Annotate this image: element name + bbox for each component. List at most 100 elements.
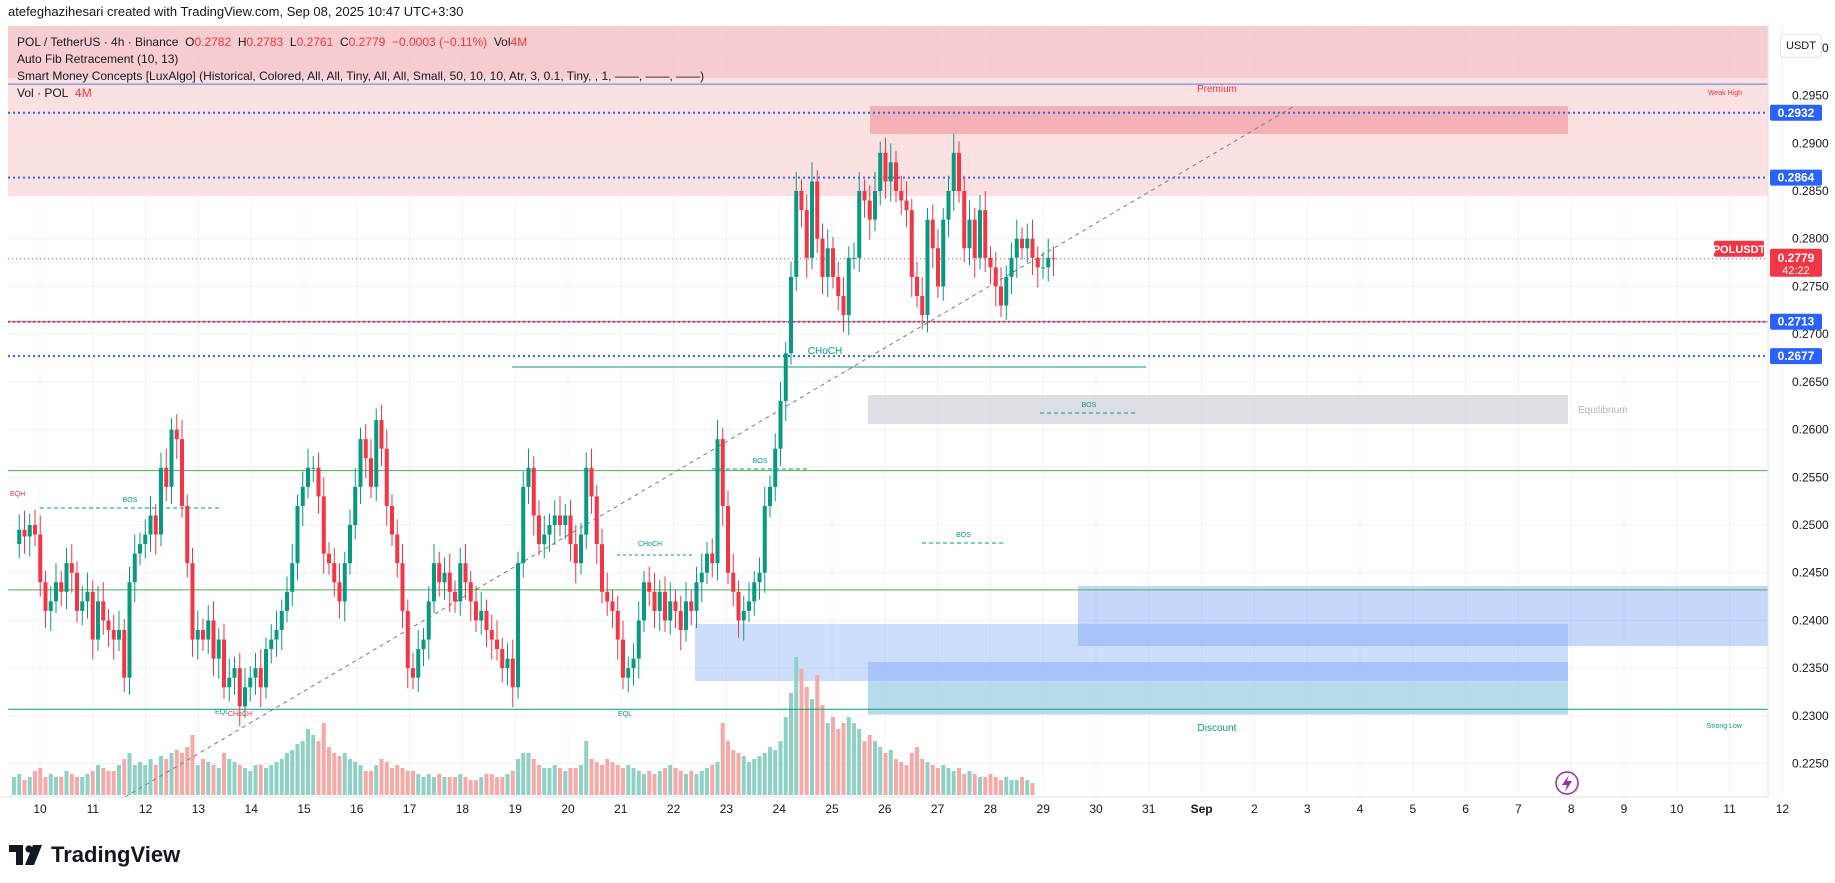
premium-zone-top bbox=[8, 26, 1768, 78]
volume-bar bbox=[1009, 780, 1014, 795]
volume-bar bbox=[631, 768, 636, 795]
candle-body bbox=[1014, 238, 1019, 258]
candle-body bbox=[694, 582, 699, 611]
x-tick-label: 2 bbox=[1251, 802, 1258, 816]
volume-bar bbox=[584, 741, 589, 795]
volume-bar bbox=[180, 753, 184, 795]
volume-bar bbox=[773, 750, 778, 795]
candle-body bbox=[878, 152, 883, 192]
y-tick-label: 0.2700 bbox=[1792, 327, 1829, 341]
premium-zone bbox=[8, 78, 1768, 196]
candle-body bbox=[783, 353, 788, 401]
volume-bar bbox=[715, 762, 720, 795]
volume-bar bbox=[568, 768, 573, 795]
indicator-fib[interactable]: Auto Fib Retracement (10, 13) bbox=[17, 52, 179, 66]
candle-body bbox=[453, 591, 457, 602]
candle-body bbox=[348, 525, 352, 564]
volume-bar bbox=[327, 747, 331, 795]
volume-bar bbox=[411, 771, 415, 795]
volume-bar bbox=[663, 768, 667, 795]
candle-body bbox=[846, 257, 851, 316]
candle-body bbox=[153, 515, 158, 535]
candle-body bbox=[699, 572, 704, 583]
candle-body bbox=[799, 191, 804, 211]
y-tick-label: 0.2900 bbox=[1792, 136, 1829, 150]
candle-body bbox=[605, 591, 610, 602]
volume-bar bbox=[447, 777, 452, 795]
indicator-smc[interactable]: Smart Money Concepts [LuxAlgo] (Historic… bbox=[17, 69, 705, 83]
price-change: −0.0003 (−0.11%) bbox=[391, 35, 488, 49]
candle-body bbox=[993, 267, 998, 287]
candle-body bbox=[395, 534, 400, 564]
candle-body bbox=[909, 210, 914, 277]
order-block-1 bbox=[695, 624, 1568, 681]
candle-body bbox=[369, 458, 373, 487]
volume-bar bbox=[48, 774, 53, 795]
volume-bar bbox=[610, 762, 615, 795]
volume-bar bbox=[552, 765, 557, 795]
tradingview-logo[interactable]: TradingView bbox=[9, 840, 180, 870]
volume-bar bbox=[405, 771, 410, 795]
candle-body bbox=[363, 439, 368, 459]
equilibrium-zone bbox=[868, 395, 1568, 424]
candle-body bbox=[978, 210, 982, 258]
candle-body bbox=[411, 668, 415, 678]
x-tick-label: 12 bbox=[1776, 802, 1790, 816]
volume-bar bbox=[810, 699, 814, 795]
volume-bar bbox=[416, 774, 421, 795]
volume-bar bbox=[243, 768, 247, 795]
candle-body bbox=[589, 467, 594, 497]
choch-main-label: CHoCH bbox=[808, 346, 842, 357]
volume-bar bbox=[169, 753, 174, 795]
x-tick-label: 10 bbox=[33, 802, 47, 816]
x-tick-label: 11 bbox=[87, 802, 100, 816]
volume-bar bbox=[479, 777, 484, 795]
candle-body bbox=[185, 505, 190, 564]
candle-body bbox=[841, 295, 846, 316]
candle-body bbox=[626, 668, 631, 678]
candle-body bbox=[568, 515, 573, 545]
candle-body bbox=[27, 525, 32, 537]
x-tick-label: 17 bbox=[403, 802, 417, 816]
volume-bar bbox=[673, 768, 678, 795]
candle-body bbox=[930, 219, 935, 249]
volume-bar bbox=[75, 777, 79, 795]
volume-bar bbox=[295, 744, 300, 795]
candle-body bbox=[17, 529, 22, 545]
y-tick-label: 0.2750 bbox=[1792, 279, 1829, 293]
x-tick-label: 7 bbox=[1515, 802, 1522, 816]
candle-body bbox=[80, 601, 85, 611]
symbol-info[interactable]: POL / TetherUS · 4h · Binance bbox=[17, 35, 179, 49]
volume-bar bbox=[862, 741, 867, 795]
indicator-volume[interactable]: Vol · POL 4M bbox=[17, 86, 92, 100]
candle-body bbox=[180, 439, 184, 506]
candle-body bbox=[400, 563, 405, 611]
volume-bar bbox=[332, 753, 337, 795]
volume-bar bbox=[783, 717, 788, 795]
volume-bar bbox=[647, 771, 652, 795]
candle-body bbox=[600, 544, 604, 592]
currency-selector[interactable]: USDT bbox=[1780, 34, 1822, 58]
volume-bar bbox=[741, 756, 746, 795]
candle-body bbox=[132, 553, 137, 583]
volume-bar bbox=[909, 753, 914, 795]
volume-bar bbox=[311, 735, 316, 795]
volume-bar bbox=[799, 669, 804, 795]
volume-bar bbox=[227, 759, 232, 795]
x-tick-label: 29 bbox=[1037, 802, 1051, 816]
y-tick-label: 0.2500 bbox=[1792, 518, 1829, 532]
volume-bar bbox=[316, 741, 321, 795]
candle-body bbox=[384, 448, 389, 506]
candle-body bbox=[416, 649, 421, 678]
volume-bar bbox=[337, 756, 342, 795]
x-tick-label: 22 bbox=[667, 802, 681, 816]
choch-small-label: CHoCH bbox=[638, 541, 662, 548]
candle-body bbox=[169, 429, 174, 487]
symbol-ohlc-row[interactable]: POL / TetherUS · 4h · Binance O0.2782 H0… bbox=[17, 34, 704, 51]
volume-bar bbox=[899, 762, 904, 795]
candle-body bbox=[316, 467, 321, 497]
volume-bar bbox=[510, 771, 515, 795]
volume-bar bbox=[888, 750, 893, 795]
volume-bar bbox=[579, 765, 583, 795]
